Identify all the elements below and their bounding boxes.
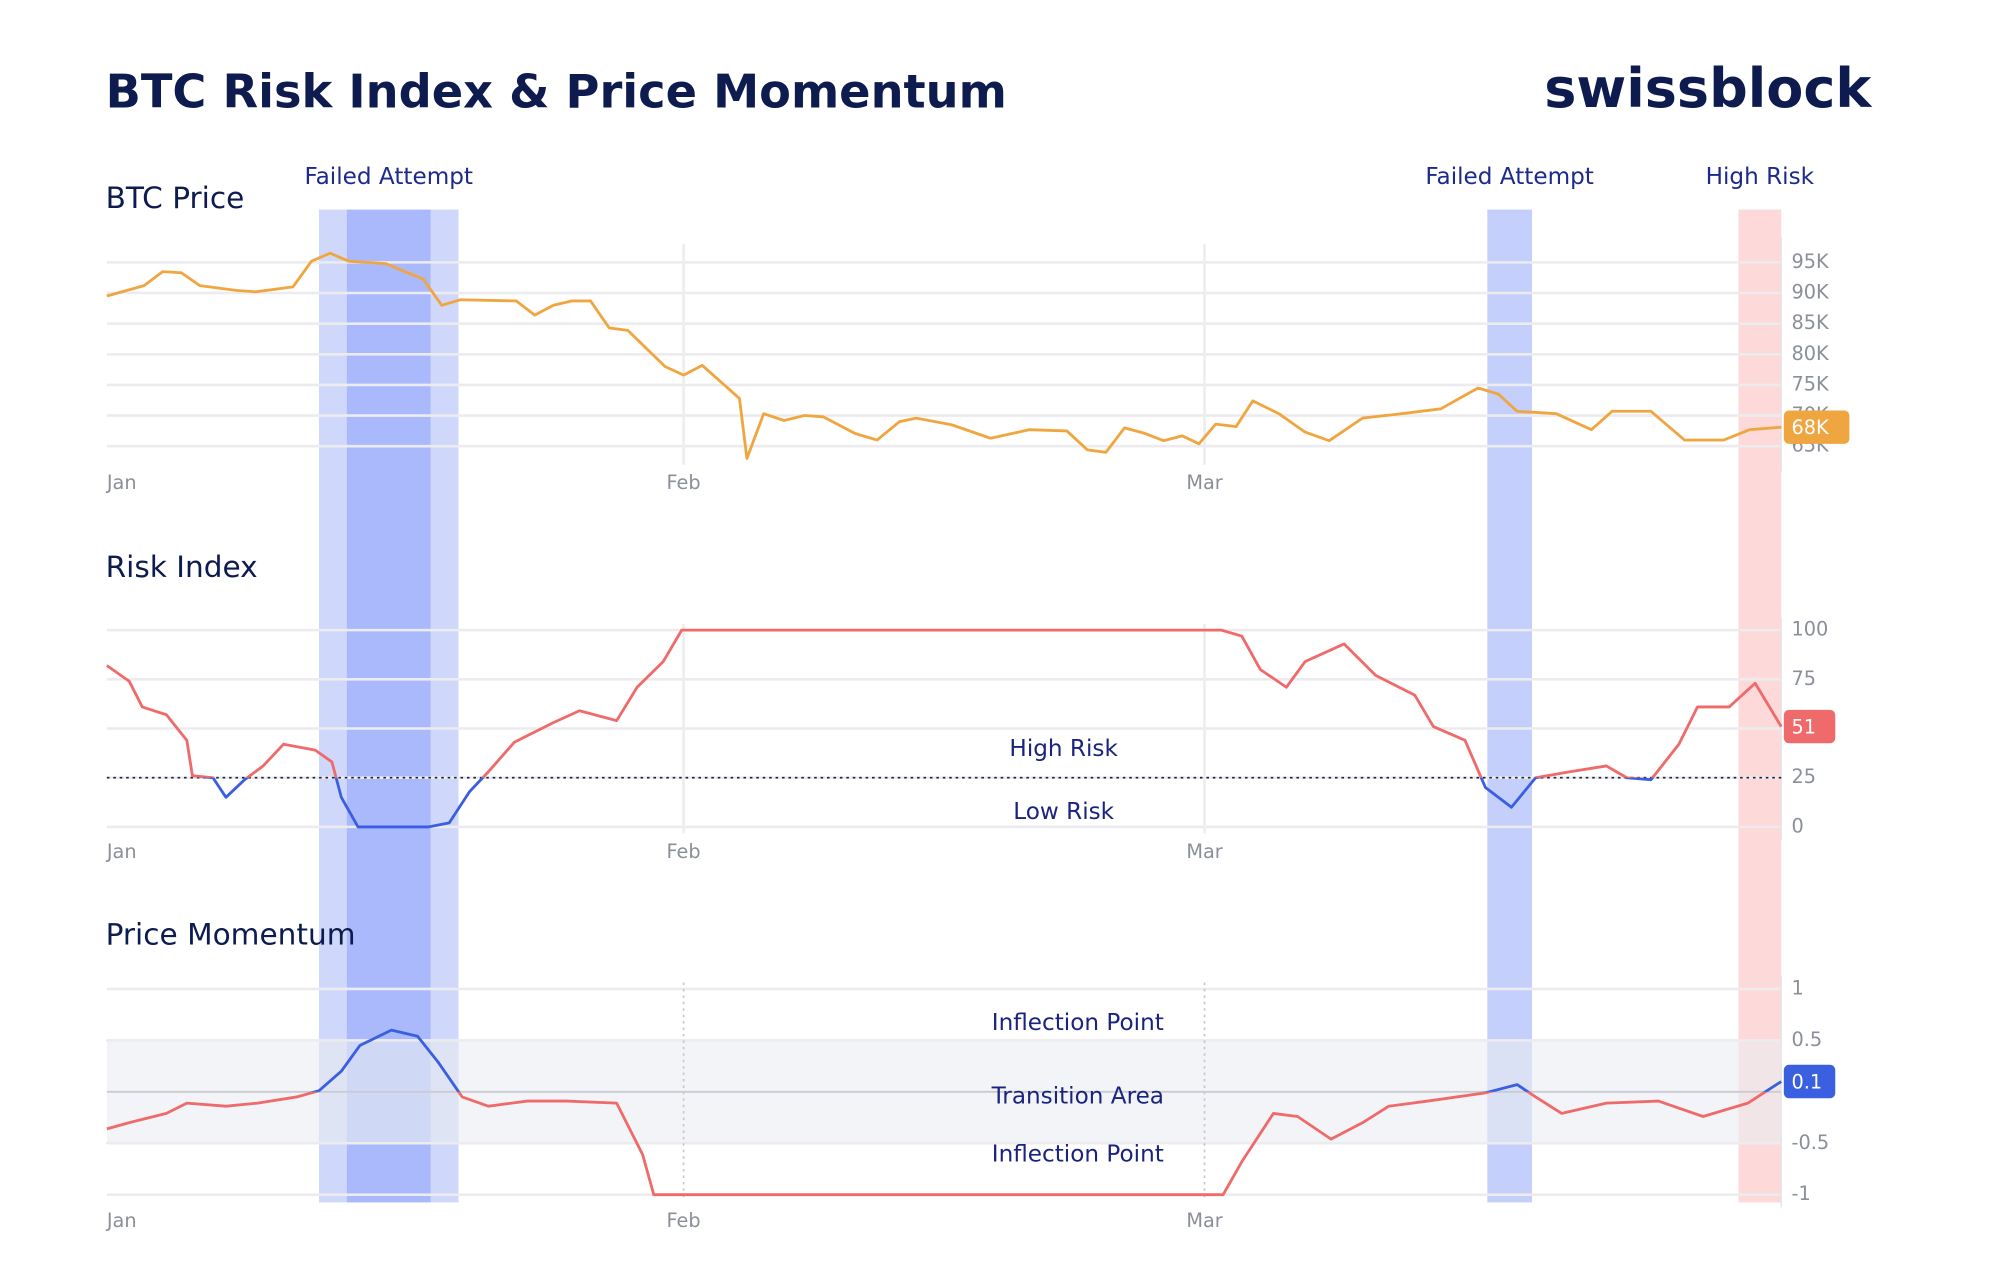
annotation: Transition Area (991, 1083, 1164, 1109)
current-value: 0.1 (1792, 1070, 1823, 1093)
y-tick-label: 0 (1792, 814, 1804, 837)
panel-title: Risk Index (106, 550, 258, 584)
current-value: 68K (1792, 416, 1831, 439)
highlight-band (1487, 209, 1532, 1203)
y-tick-label: 95K (1792, 250, 1831, 273)
y-tick-label: 25 (1792, 765, 1817, 788)
series-line (106, 1091, 1768, 1197)
annotation: High Risk (1009, 736, 1118, 762)
annotation: Low Risk (1013, 799, 1114, 825)
highlight-bands (318, 209, 1782, 1203)
x-tick-label: Mar (1186, 1209, 1222, 1232)
y-tick-label: -1 (1792, 1182, 1811, 1205)
y-tick-label: 85K (1792, 311, 1831, 334)
page-title: BTC Risk Index & Price Momentum (106, 65, 1007, 119)
panel-title: Price Momentum (106, 918, 356, 952)
current-badge (1783, 1064, 1836, 1099)
x-tick-label: Mar (1186, 471, 1222, 494)
y-tick-label: 100 (1792, 618, 1829, 641)
x-tick-label: Feb (667, 840, 701, 863)
series-line (106, 628, 1783, 778)
x-tick-label: Feb (667, 1209, 701, 1232)
current-badge (1783, 709, 1836, 744)
highlight-label: Failed Attempt (1425, 164, 1594, 190)
x-tick-label: Jan (106, 1209, 137, 1232)
y-tick-label: 1 (1792, 976, 1804, 999)
y-tick-label: 90K (1792, 281, 1831, 304)
y-tick-label: 75 (1792, 667, 1817, 690)
y-tick-label: 75K (1792, 372, 1831, 395)
y-tick-label: 0.5 (1792, 1028, 1823, 1051)
highlight-label: High Risk (1706, 164, 1815, 190)
x-tick-label: Feb (667, 471, 701, 494)
highlight-band (1738, 209, 1782, 1203)
logo: swissblock (1544, 57, 1872, 120)
y-tick-label: -0.5 (1792, 1131, 1830, 1154)
y-tick-label: 80K (1792, 342, 1831, 365)
annotation: Inflection Point (992, 1010, 1164, 1036)
series-line (106, 251, 1782, 460)
series-line (198, 777, 1655, 829)
annotation: Inflection Point (992, 1141, 1164, 1167)
x-tick-label: Jan (106, 471, 137, 494)
current-value: 51 (1792, 715, 1817, 738)
highlight-label: Failed Attempt (304, 164, 473, 190)
x-tick-label: Mar (1186, 840, 1222, 863)
current-badge (1783, 410, 1850, 444)
panel-title: BTC Price (106, 181, 245, 215)
x-tick-label: Jan (106, 840, 137, 863)
